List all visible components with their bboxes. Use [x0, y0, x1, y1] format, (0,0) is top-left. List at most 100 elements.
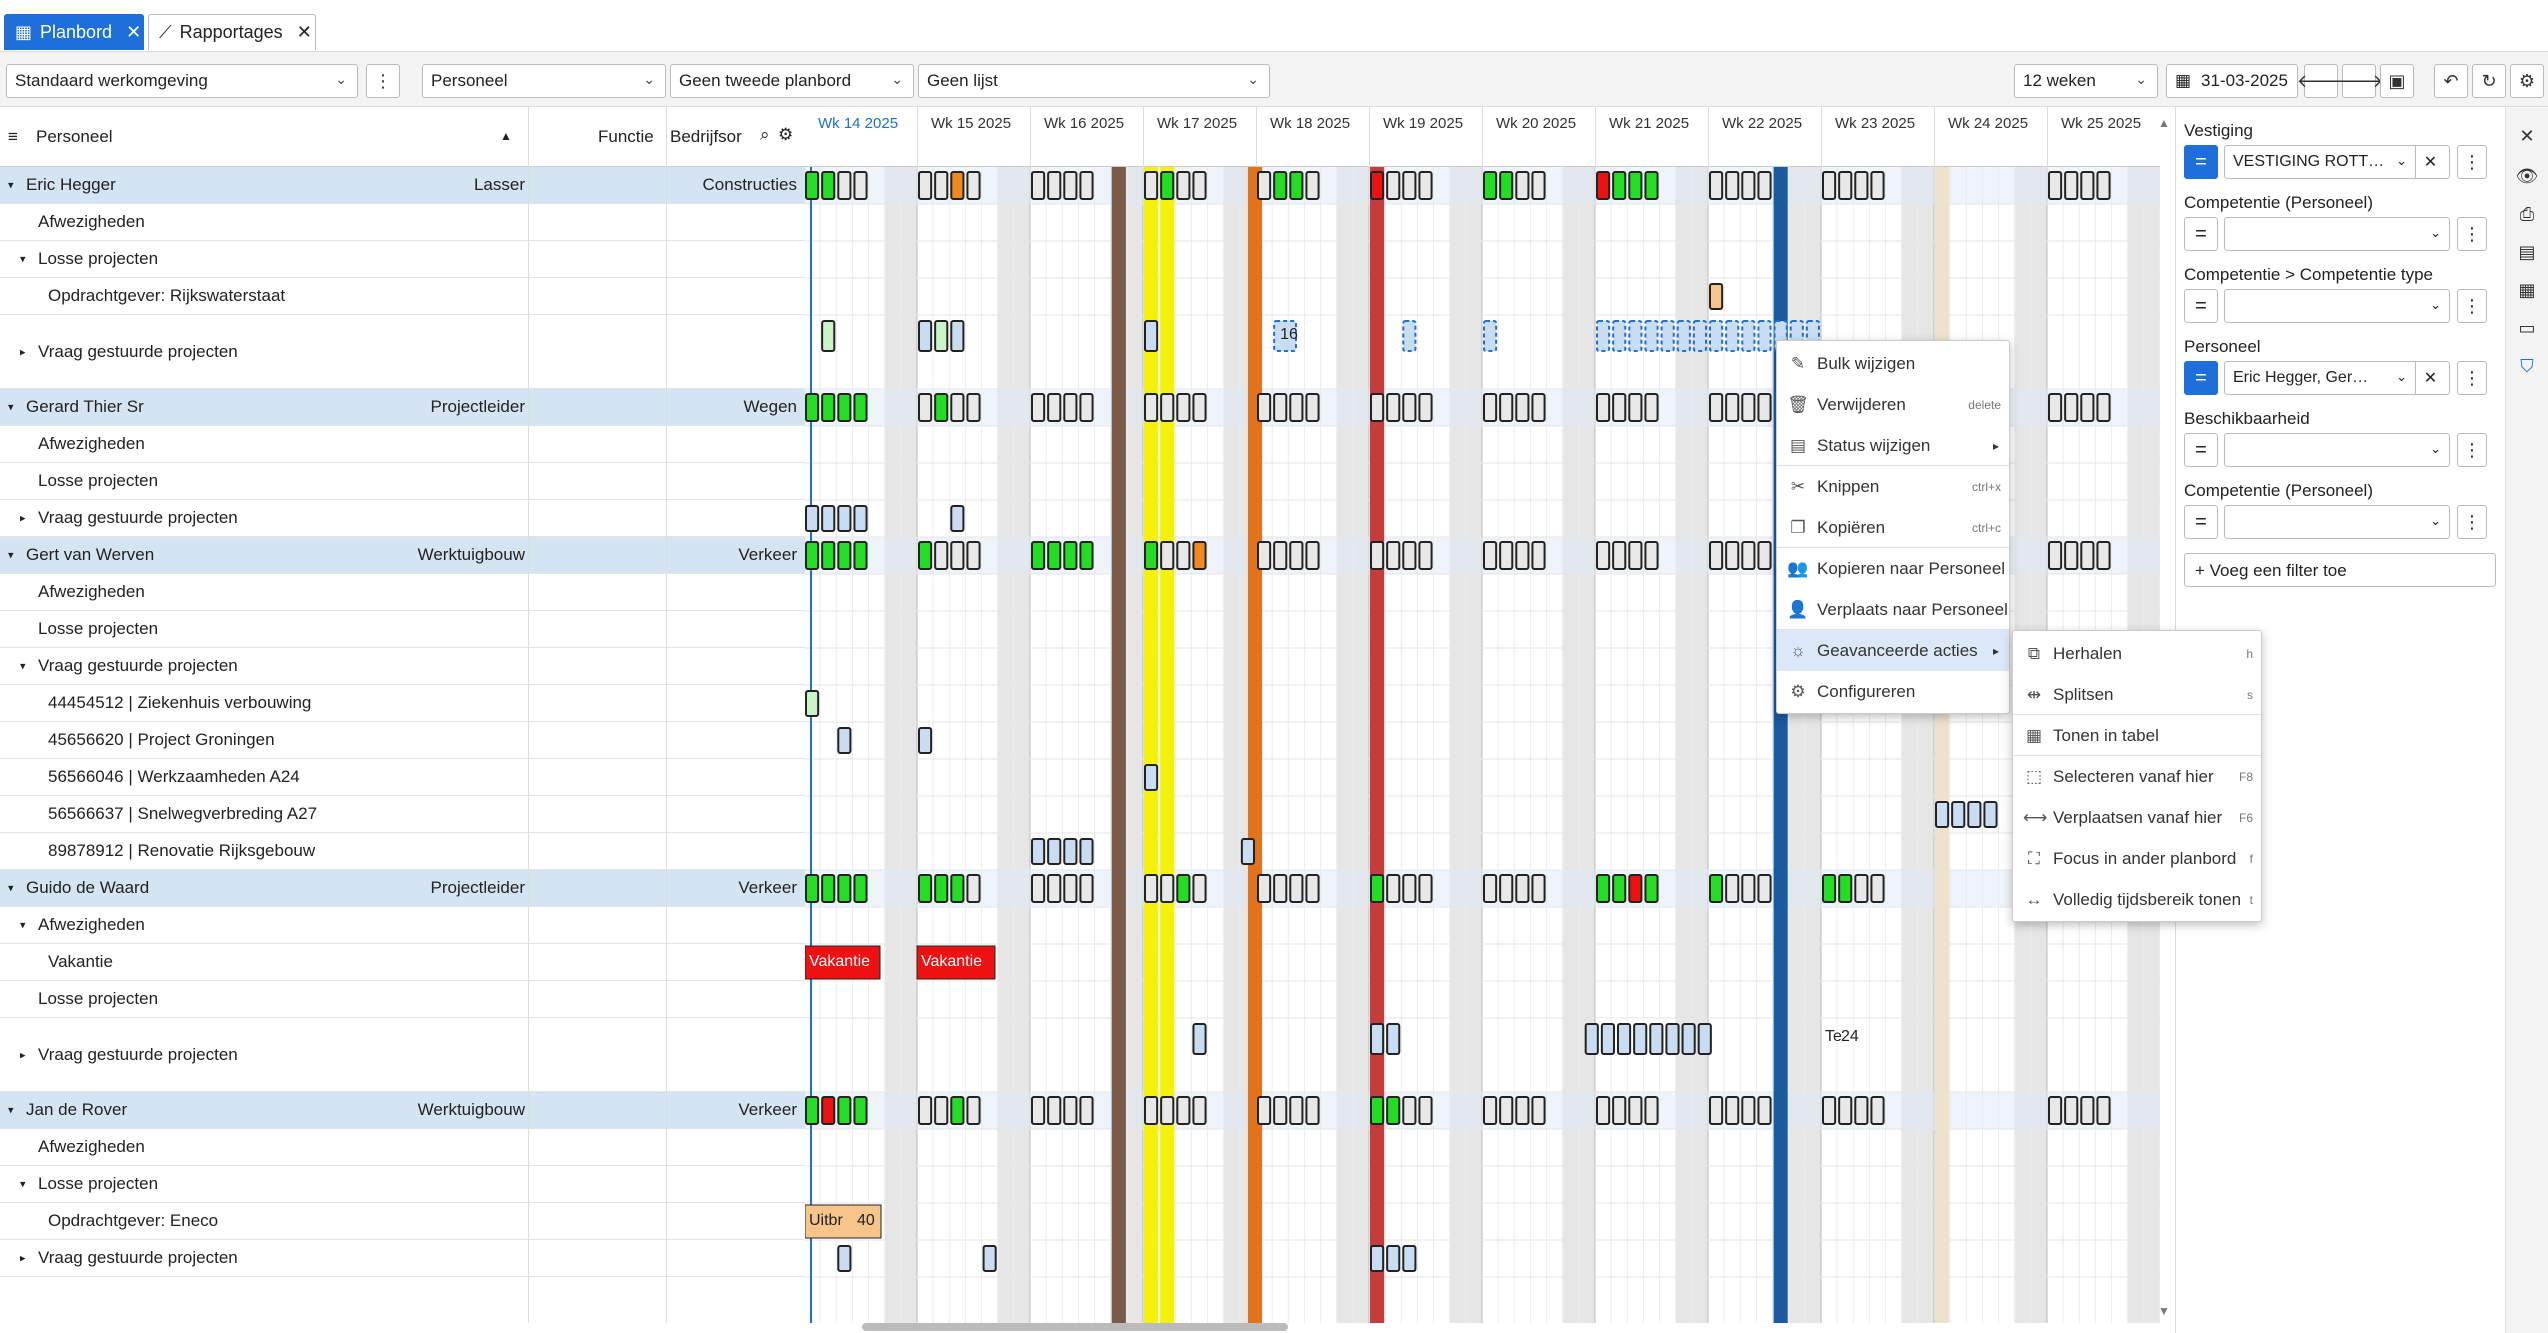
filter-more-button[interactable]: ⋮	[2457, 217, 2487, 251]
workspace-select[interactable]: Standaard werkomgeving ⌄	[6, 64, 358, 98]
filter-operator-button[interactable]: =	[2184, 361, 2218, 395]
menu-item[interactable]: 🗑 Verwijderen delete	[1777, 384, 2009, 425]
filter-select[interactable]: ⌄	[2224, 289, 2450, 323]
menu-item[interactable]: ⬚ Selecteren vanaf hier F8	[2013, 756, 2261, 797]
close-icon[interactable]: ✕	[126, 22, 142, 42]
caret-right-icon[interactable]: ▸	[20, 1252, 26, 1265]
week-label[interactable]: Wk 25 2025	[2061, 115, 2142, 132]
menu-item[interactable]: ✎ Bulk wijzigen	[1777, 343, 2009, 384]
group-row[interactable]: ▸ Vraag gestuurde projecten	[0, 500, 805, 537]
settings-button[interactable]: ⚙	[2510, 64, 2544, 98]
group-row[interactable]: Afwezigheden	[0, 574, 805, 611]
week-label[interactable]: Wk 17 2025	[1157, 115, 1238, 132]
filter-icon[interactable]: ⛉	[2520, 355, 2534, 376]
menu-item[interactable]: ▤ Status wijzigen ▸	[1777, 425, 2009, 466]
filter-operator-button[interactable]: =	[2184, 505, 2218, 539]
week-label[interactable]: Wk 14 2025	[818, 115, 899, 132]
caret-down-icon[interactable]: ▾	[8, 401, 14, 414]
clear-icon[interactable]: ✕	[2415, 146, 2445, 178]
week-label[interactable]: Wk 18 2025	[1270, 115, 1351, 132]
column-header-name[interactable]: Personeel	[36, 127, 113, 146]
caret-right-icon[interactable]: ▸	[20, 346, 26, 358]
menu-item[interactable]: ⚙ Configureren	[1777, 671, 2009, 712]
refresh-button[interactable]: ↻	[2472, 64, 2506, 98]
group-row[interactable]: Afwezigheden	[0, 1129, 805, 1166]
group-row[interactable]: ▸ Vraag gestuurde projecten	[0, 1240, 805, 1277]
close-icon[interactable]: ✕	[2519, 125, 2535, 146]
close-icon[interactable]: ✕	[296, 22, 312, 42]
filter-select[interactable]: VESTIGING ROTT… ⌄ ✕	[2224, 145, 2450, 179]
tab-planbord[interactable]: ▦ Planbord ✕	[4, 14, 144, 50]
column-header-company[interactable]: Bedrijfsor	[670, 127, 742, 146]
group-row[interactable]: ▾ Losse projecten	[0, 241, 805, 278]
presentation-icon[interactable]: ▭	[2518, 317, 2536, 338]
filter-more-button[interactable]: ⋮	[2457, 433, 2487, 467]
week-label[interactable]: Wk 19 2025	[1383, 115, 1464, 132]
view-select-1[interactable]: Personeel ⌄	[422, 64, 666, 98]
view-select-2[interactable]: Geen tweede planbord ⌄	[670, 64, 914, 98]
group-row[interactable]: 56566046 | Werkzaamheden A24	[0, 759, 805, 796]
column-header-function[interactable]: Functie	[598, 127, 654, 146]
add-filter-button[interactable]: + Voeg een filter toe	[2184, 553, 2496, 587]
caret-down-icon[interactable]: ▾	[20, 919, 26, 932]
date-field[interactable]: ▦ 31-03-2025	[2166, 64, 2298, 98]
menu-item[interactable]: ⧉ Herhalen h	[2013, 633, 2261, 674]
week-label[interactable]: Wk 24 2025	[1948, 115, 2029, 132]
caret-down-icon[interactable]: ▾	[8, 549, 14, 562]
filter-operator-button[interactable]: =	[2184, 433, 2218, 467]
eye-icon[interactable]: 👁	[2515, 165, 2539, 186]
previous-arrow-button[interactable]: 🡐	[2297, 64, 2345, 98]
filter-more-button[interactable]: ⋮	[2457, 505, 2487, 539]
week-label[interactable]: Wk 23 2025	[1835, 115, 1916, 132]
filter-operator-button[interactable]: =	[2184, 289, 2218, 323]
menu-item[interactable]: 👤 Verplaats naar Personeel	[1777, 589, 2009, 630]
planboard-canvas[interactable]	[805, 107, 2160, 1323]
planboard[interactable]: Wk 14 2025 Wk 15 2025 Wk 16 2025 Wk 17 2025…	[805, 107, 2160, 1323]
table-icon[interactable]: ▦	[2518, 279, 2536, 300]
filter-operator-button[interactable]: =	[2184, 217, 2218, 251]
week-label[interactable]: Wk 20 2025	[1496, 115, 1577, 132]
caret-down-icon[interactable]: ▾	[20, 660, 26, 673]
week-label[interactable]: Wk 15 2025	[931, 115, 1012, 132]
caret-right-icon[interactable]: ▸	[20, 512, 26, 525]
more-options-button[interactable]: ⋮	[366, 64, 400, 98]
week-label[interactable]: Wk 22 2025	[1722, 115, 1803, 132]
menu-item[interactable]: ⇹ Splitsen s	[2013, 674, 2261, 715]
filter-select[interactable]: ⌄	[2224, 217, 2450, 251]
menu-item[interactable]: ⛶ Focus in ander planbord f	[2013, 838, 2261, 879]
group-row[interactable]: ▾ Afwezigheden	[0, 907, 805, 944]
group-row[interactable]: Opdrachtgever: Rijkswaterstaat	[0, 278, 805, 315]
caret-down-icon[interactable]: ▾	[8, 179, 14, 192]
group-row[interactable]: ▸ Vraag gestuurde projecten	[0, 315, 805, 389]
search-icon[interactable]: ⌕	[760, 125, 770, 144]
group-row[interactable]: 44454512 | Ziekenhuis verbouwing	[0, 685, 805, 722]
menu-item[interactable]: ↔ Volledig tijdsbereik tonen t	[2013, 879, 2261, 920]
scroll-up-icon[interactable]: ▲	[2158, 116, 2170, 130]
menu-item[interactable]: ❐ Kopiëren ctrl+c	[1777, 507, 2009, 548]
excel-icon[interactable]: ▤	[2518, 241, 2536, 262]
group-row[interactable]: Opdrachtgever: Eneco	[0, 1203, 805, 1240]
menu-item[interactable]: ☼ Geavanceerde acties ▸	[1777, 630, 2009, 671]
group-row[interactable]: 89878912 | Renovatie Rijksgebouw	[0, 833, 805, 870]
menu-item[interactable]: ▦ Tonen in tabel	[2013, 715, 2261, 756]
horizontal-scrollbar[interactable]	[862, 1323, 1288, 1331]
group-row[interactable]: Afwezigheden	[0, 426, 805, 463]
caret-down-icon[interactable]: ▾	[20, 1178, 26, 1191]
filter-more-button[interactable]: ⋮	[2457, 361, 2487, 395]
range-select[interactable]: 12 weken ⌄	[2014, 64, 2158, 98]
menu-item[interactable]: 👥 Kopieren naar Personeel	[1777, 548, 2009, 589]
person-row[interactable]: ▾ Jan de Rover Werktuigbouw Verkeer	[0, 1092, 805, 1129]
clear-icon[interactable]: ✕	[2415, 362, 2445, 394]
group-row[interactable]: 45656620 | Project Groningen	[0, 722, 805, 759]
caret-down-icon[interactable]: ▾	[20, 253, 26, 266]
menu-item[interactable]: ✂ Knippen ctrl+x	[1777, 466, 2009, 507]
next-arrow-button[interactable]: 🡒	[2335, 64, 2383, 98]
gear-icon[interactable]: ⚙	[778, 125, 794, 144]
person-row[interactable]: ▾ Eric Hegger Lasser Constructies	[0, 167, 805, 204]
print-icon[interactable]: ⎙	[2519, 203, 2535, 224]
week-label[interactable]: Wk 21 2025	[1609, 115, 1690, 132]
today-button[interactable]: ▣	[2380, 64, 2414, 98]
group-row[interactable]: ▸ Vraag gestuurde projecten	[0, 1018, 805, 1092]
group-row[interactable]: Losse projecten	[0, 981, 805, 1018]
caret-down-icon[interactable]: ▾	[8, 1104, 14, 1117]
